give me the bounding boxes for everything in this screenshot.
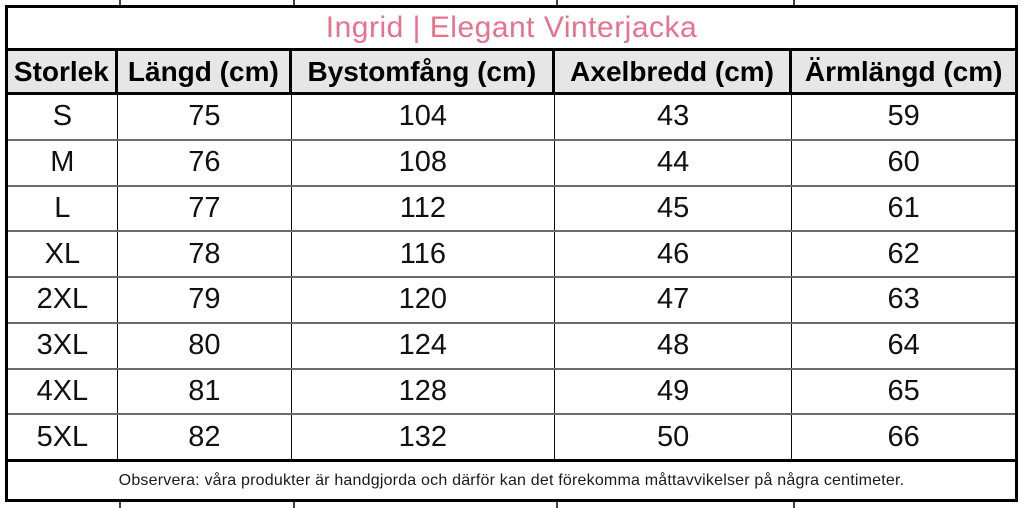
measurement-cell: 61 — [887, 191, 920, 224]
measurement-cell: 75 — [118, 95, 292, 139]
table-row: 2XL 79 120 47 63 — [8, 278, 1015, 324]
table-row: 4XL 81 128 49 65 — [8, 369, 1015, 416]
measurement-cell: 45 — [555, 186, 793, 231]
measurement-cell: 43 — [555, 95, 793, 139]
size-table: Ingrid | Elegant Vinterjacka Storlek Läng… — [5, 5, 1018, 502]
table-row: 5XL 82 132 50 66 — [8, 415, 1015, 462]
measurement-cell: 77 — [118, 186, 292, 231]
measurement-cell: 82 — [118, 415, 292, 459]
gridline-tick — [293, 502, 295, 508]
measurement-cell: 80 — [118, 323, 292, 368]
measurement-cell: 124 — [292, 323, 555, 368]
column-header: Längd (cm) — [118, 51, 292, 92]
measurement-cell: 47 — [555, 278, 793, 322]
size-cell: 3XL — [8, 323, 118, 368]
measurement-cell: 59 — [887, 100, 920, 133]
gridline-tick — [556, 0, 558, 6]
size-cell: L — [8, 186, 118, 231]
measurement-cell: 108 — [292, 140, 555, 185]
header-row: Storlek Längd (cm) Bystomfång (cm) Axelbred… — [8, 51, 1015, 95]
table-row: S 75 104 43 59 — [8, 95, 1015, 141]
measurement-cell: 44 — [555, 140, 793, 185]
gridline-tick — [793, 0, 795, 6]
measurement-cell: 116 — [292, 232, 555, 276]
measurement-cell: 120 — [292, 278, 555, 322]
column-header: Storlek — [8, 51, 118, 92]
measurement-cell: 46 — [555, 232, 793, 276]
measurement-cell: 49 — [555, 369, 793, 414]
size-cell: 4XL — [8, 369, 118, 414]
measurement-cell: 63 — [887, 283, 920, 316]
table-row: M 76 108 44 60 — [8, 140, 1015, 187]
column-header: Bystomfång (cm) — [292, 51, 555, 92]
measurement-cell: 48 — [555, 323, 793, 368]
measurement-cell: 128 — [292, 369, 555, 414]
measurement-cell: 81 — [118, 369, 292, 414]
size-cell: S — [8, 95, 118, 139]
measurement-cell: 78 — [118, 232, 292, 276]
gridline-tick — [119, 502, 121, 508]
table-row: XL 78 116 46 62 — [8, 232, 1015, 278]
gridline-tick — [793, 502, 795, 508]
table-row: L 77 112 45 61 — [8, 186, 1015, 233]
measurement-cell: 112 — [292, 186, 555, 231]
measurement-cell: 50 — [555, 415, 793, 459]
measurement-cell: 64 — [887, 329, 920, 362]
measurement-cell: 104 — [292, 95, 555, 139]
column-header: Ärmlängd (cm) — [804, 55, 1003, 87]
gridline-tick — [556, 502, 558, 508]
size-cell: 2XL — [8, 278, 118, 322]
gridline-tick — [293, 0, 295, 6]
size-cell: XL — [8, 232, 118, 276]
measurement-note: Observera: våra produkter är handgjorda … — [118, 471, 905, 489]
table-body: S 75 104 43 59 M 76 108 44 60 L 77 112 45 61 XL 78 116 46 6… — [8, 95, 1015, 462]
measurement-cell: 76 — [118, 140, 292, 185]
measurement-cell: 65 — [887, 374, 920, 407]
measurement-cell: 66 — [887, 420, 920, 453]
gridline-tick — [119, 0, 121, 6]
column-header: Axelbredd (cm) — [555, 51, 793, 92]
size-cell: 5XL — [8, 415, 118, 459]
product-title: Ingrid | Elegant Vinterjacka — [8, 8, 1015, 51]
measurement-cell: 132 — [292, 415, 555, 459]
measurement-cell: 60 — [887, 146, 920, 179]
measurement-cell: 62 — [887, 237, 920, 270]
measurement-cell: 79 — [118, 278, 292, 322]
table-row: 3XL 80 124 48 64 — [8, 323, 1015, 370]
size-cell: M — [8, 140, 118, 185]
